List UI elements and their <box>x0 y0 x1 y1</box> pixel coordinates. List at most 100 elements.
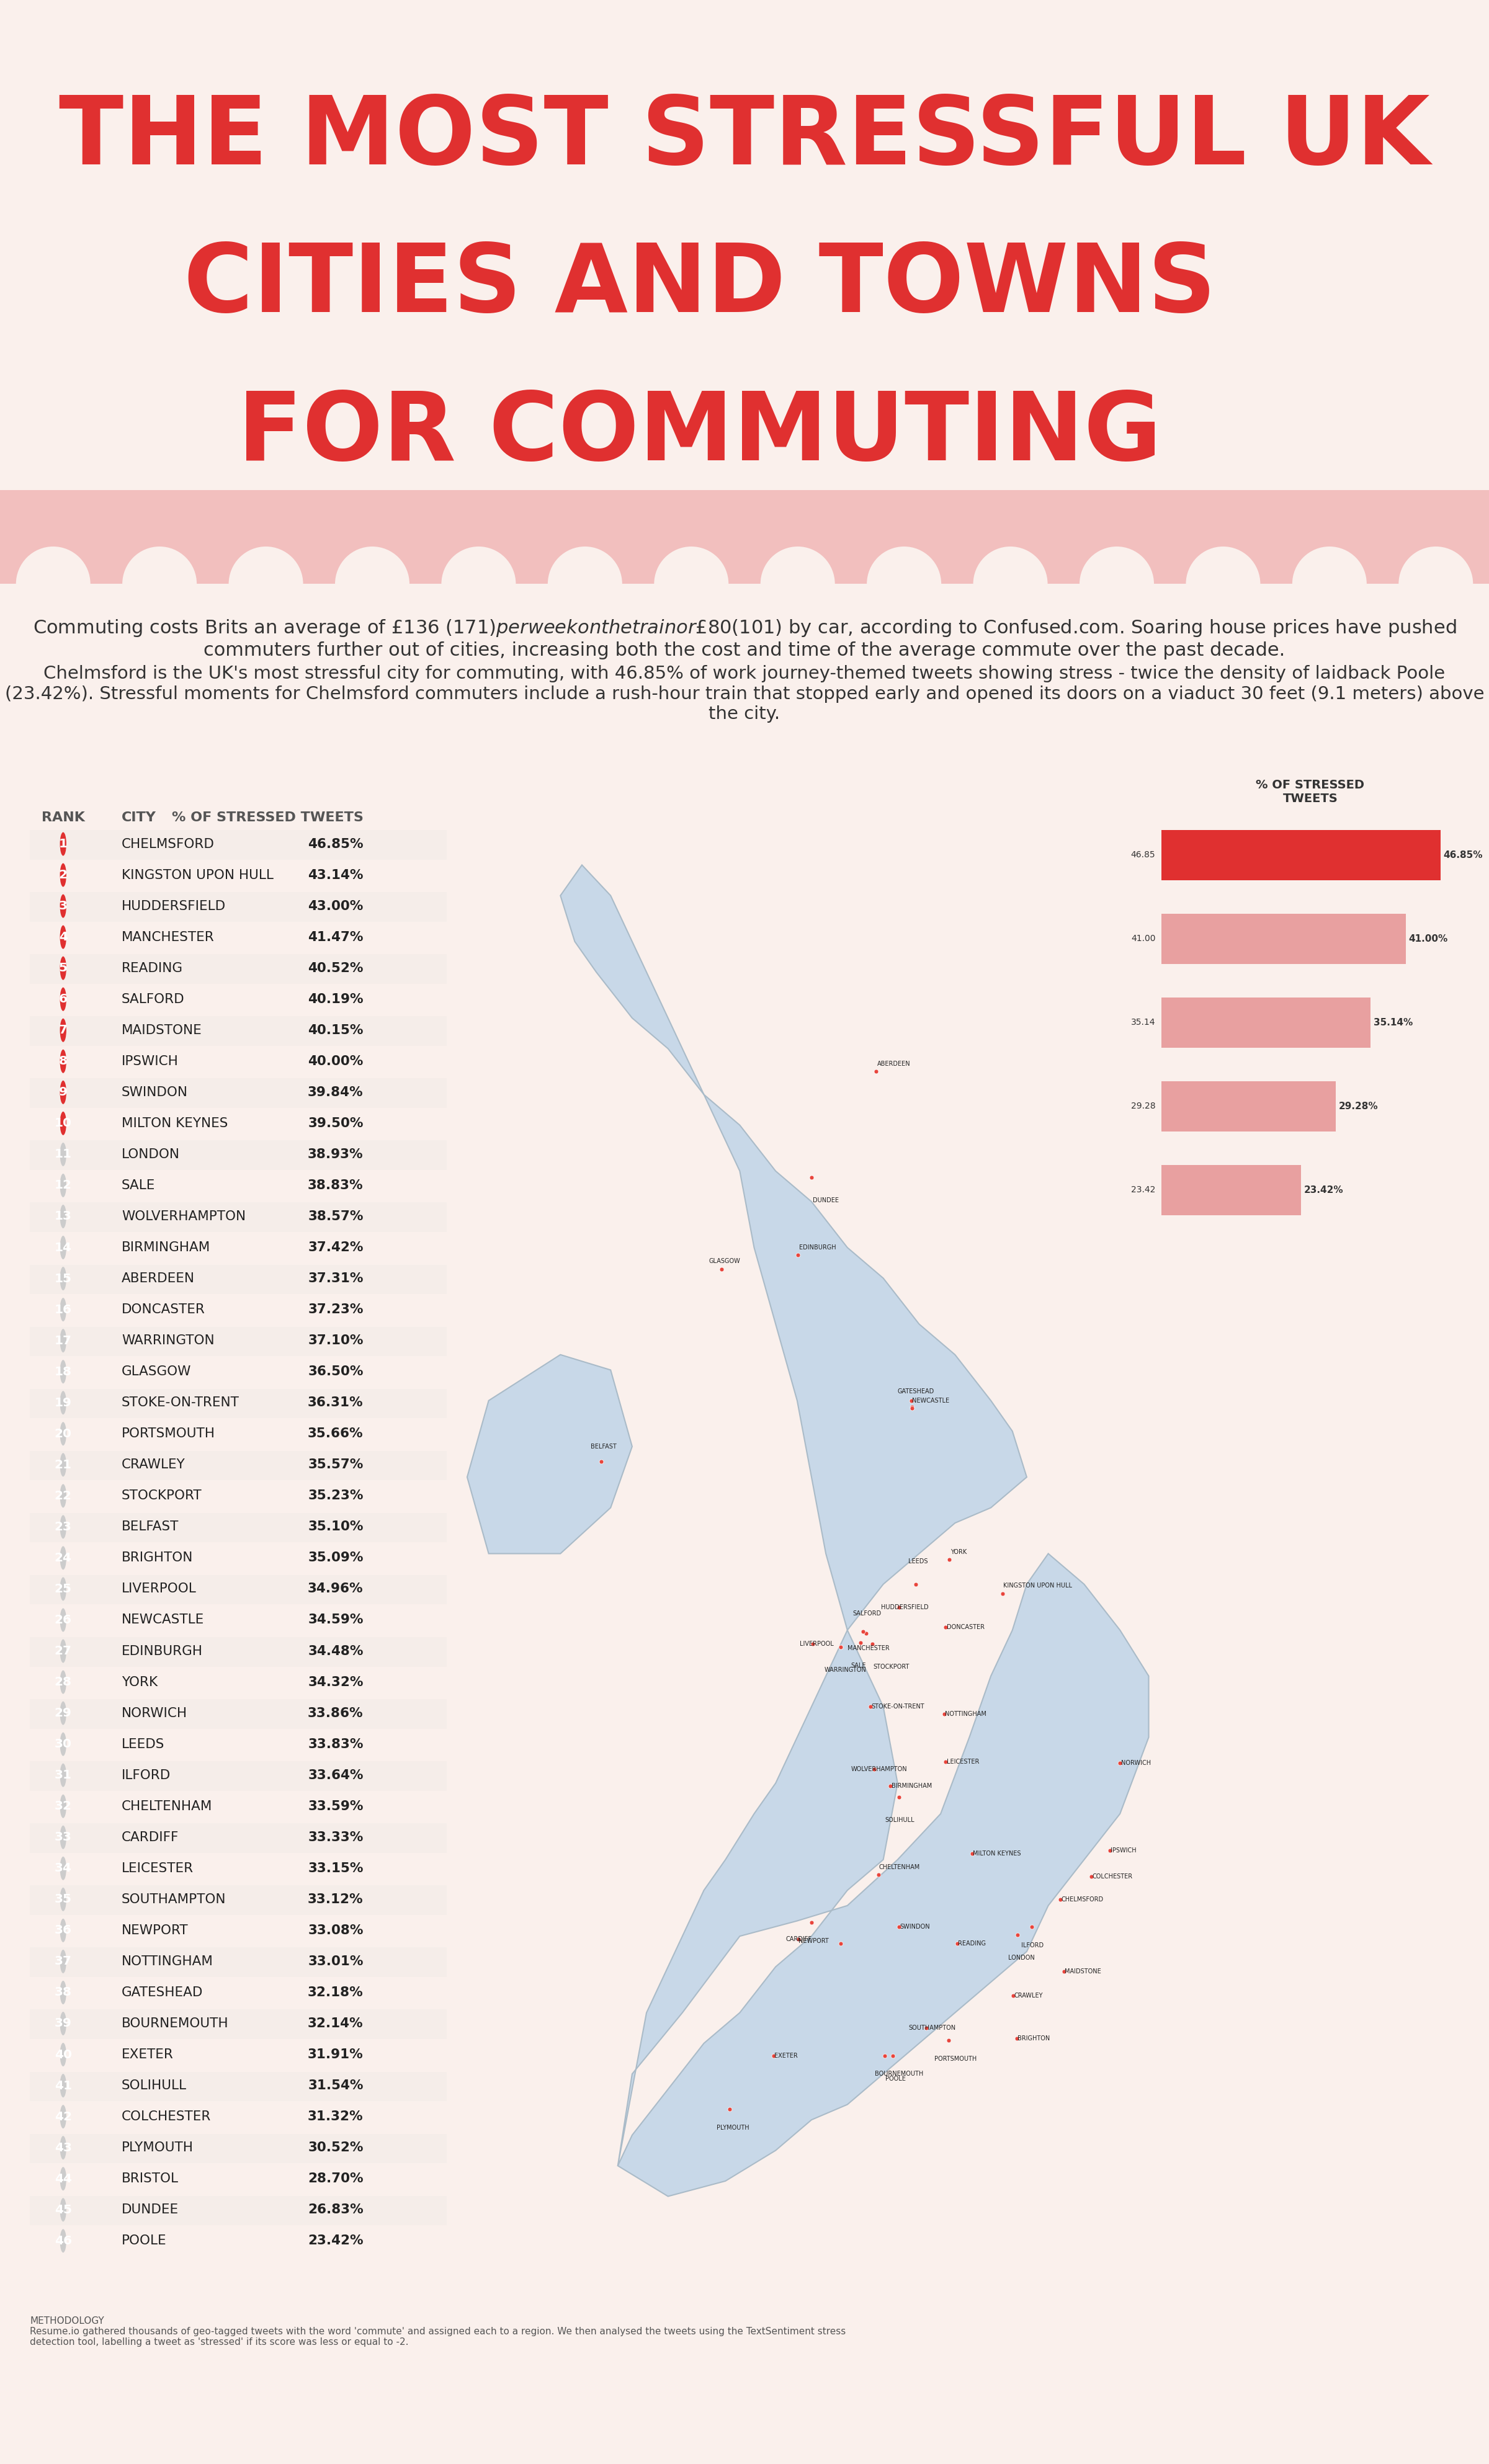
Text: STOCKPORT: STOCKPORT <box>874 1663 910 1671</box>
Text: 31.32%: 31.32% <box>308 2112 363 2124</box>
Text: ABERDEEN: ABERDEEN <box>877 1062 910 1067</box>
Ellipse shape <box>548 547 622 621</box>
Text: MILTON KEYNES: MILTON KEYNES <box>122 1116 228 1129</box>
Text: LEEDS: LEEDS <box>122 1737 165 1749</box>
Text: 41.00: 41.00 <box>1132 934 1155 944</box>
FancyBboxPatch shape <box>30 2011 447 2040</box>
Circle shape <box>60 1050 67 1074</box>
Circle shape <box>60 2075 67 2097</box>
Circle shape <box>60 1111 67 1136</box>
Text: MAIDSTONE: MAIDSTONE <box>122 1025 203 1037</box>
Text: 34.48%: 34.48% <box>308 1646 363 1658</box>
Text: METHODOLOGY
Resume.io gathered thousands of geo-tagged tweets with the word 'com: METHODOLOGY Resume.io gathered thousands… <box>30 2316 846 2348</box>
Text: BRIGHTON: BRIGHTON <box>1017 2035 1050 2043</box>
Text: 37.23%: 37.23% <box>308 1303 363 1316</box>
Text: PORTSMOUTH: PORTSMOUTH <box>122 1427 216 1439</box>
Text: THE MOST STRESSFUL UK: THE MOST STRESSFUL UK <box>60 91 1429 185</box>
Text: 35.57%: 35.57% <box>308 1459 363 1471</box>
FancyBboxPatch shape <box>30 1885 447 1915</box>
Text: NEWCASTLE: NEWCASTLE <box>122 1614 204 1626</box>
Text: BRISTOL: BRISTOL <box>122 2173 179 2186</box>
Text: 9: 9 <box>60 1087 67 1099</box>
Text: ILFORD: ILFORD <box>1021 1942 1044 1949</box>
Text: BIRMINGHAM: BIRMINGHAM <box>122 1242 210 1254</box>
Text: 30.52%: 30.52% <box>308 2141 363 2154</box>
Circle shape <box>60 1545 67 1570</box>
FancyBboxPatch shape <box>30 1390 447 1419</box>
Text: 41.00%: 41.00% <box>1409 934 1447 944</box>
Text: 34: 34 <box>55 1863 71 1875</box>
Ellipse shape <box>1080 547 1154 621</box>
Text: 11: 11 <box>55 1148 71 1161</box>
Circle shape <box>60 1483 67 1508</box>
Text: 26.83%: 26.83% <box>308 2203 363 2215</box>
Circle shape <box>60 1609 67 1631</box>
Text: 35: 35 <box>55 1892 71 1905</box>
FancyBboxPatch shape <box>30 1451 447 1481</box>
Circle shape <box>60 1639 67 1663</box>
Text: 32.14%: 32.14% <box>308 2018 363 2030</box>
Text: 33.59%: 33.59% <box>308 1801 363 1814</box>
Circle shape <box>60 1700 67 1725</box>
Ellipse shape <box>1292 547 1367 621</box>
Text: % OF STRESSED
TWEETS: % OF STRESSED TWEETS <box>1257 779 1364 806</box>
Text: Chelmsford is the UK's most stressful city for commuting, with 46.85% of work jo: Chelmsford is the UK's most stressful ci… <box>4 665 1485 722</box>
Text: CHELTENHAM: CHELTENHAM <box>122 1801 213 1814</box>
Text: STOKE-ON-TRENT: STOKE-ON-TRENT <box>871 1703 925 1710</box>
Text: 19: 19 <box>55 1397 71 1409</box>
Circle shape <box>60 1328 67 1353</box>
Text: 41: 41 <box>55 2080 71 2092</box>
Circle shape <box>60 1919 67 1942</box>
Circle shape <box>60 1237 67 1259</box>
Text: MAIDSTONE: MAIDSTONE <box>1065 1969 1102 1974</box>
Text: 20: 20 <box>55 1427 71 1439</box>
Text: COLCHESTER: COLCHESTER <box>122 2112 211 2124</box>
Text: POOLE: POOLE <box>886 2075 905 2082</box>
Text: 46.85: 46.85 <box>1130 850 1155 860</box>
Text: 35.14: 35.14 <box>1132 1018 1155 1027</box>
Text: 37.10%: 37.10% <box>308 1335 363 1348</box>
Polygon shape <box>468 1355 633 1555</box>
Text: 42: 42 <box>55 2112 71 2122</box>
Text: HUDDERSFIELD: HUDDERSFIELD <box>881 1604 929 1611</box>
Text: IPSWICH: IPSWICH <box>122 1055 179 1067</box>
Text: 35.23%: 35.23% <box>308 1491 363 1503</box>
Text: 33.86%: 33.86% <box>308 1708 363 1720</box>
Text: GLASGOW: GLASGOW <box>709 1259 740 1264</box>
FancyBboxPatch shape <box>30 1513 447 1542</box>
Text: 33.01%: 33.01% <box>308 1956 363 1969</box>
Text: % OF STRESSED TWEETS: % OF STRESSED TWEETS <box>171 811 363 823</box>
Text: 35.10%: 35.10% <box>308 1520 363 1533</box>
Circle shape <box>60 1949 67 1974</box>
Text: 36.50%: 36.50% <box>308 1365 363 1377</box>
Text: 26: 26 <box>55 1614 71 1626</box>
Text: 37: 37 <box>55 1956 71 1966</box>
Text: 46.85%: 46.85% <box>308 838 363 850</box>
FancyBboxPatch shape <box>30 1326 447 1355</box>
FancyBboxPatch shape <box>30 1015 447 1045</box>
Text: 31: 31 <box>55 1769 71 1781</box>
Text: 36: 36 <box>55 1924 71 1937</box>
Circle shape <box>60 1422 67 1446</box>
Text: 35.14%: 35.14% <box>1374 1018 1413 1027</box>
Text: KINGSTON UPON HULL: KINGSTON UPON HULL <box>1004 1582 1072 1589</box>
Text: SWINDON: SWINDON <box>899 1924 931 1929</box>
Text: 28.70%: 28.70% <box>308 2173 363 2186</box>
FancyBboxPatch shape <box>30 1574 447 1604</box>
Ellipse shape <box>867 547 941 621</box>
Circle shape <box>60 2166 67 2190</box>
Circle shape <box>60 2011 67 2035</box>
Circle shape <box>60 862 67 887</box>
Text: 29.28: 29.28 <box>1130 1101 1155 1111</box>
Text: CHELTENHAM: CHELTENHAM <box>879 1865 920 1870</box>
Text: 29.28%: 29.28% <box>1339 1101 1379 1111</box>
Text: 32: 32 <box>55 1801 71 1811</box>
Text: PLYMOUTH: PLYMOUTH <box>122 2141 194 2154</box>
Ellipse shape <box>441 547 515 621</box>
Text: READING: READING <box>957 1942 986 1947</box>
Text: IPSWICH: IPSWICH <box>1111 1848 1136 1853</box>
FancyBboxPatch shape <box>30 1823 447 1853</box>
Text: NOTTINGHAM: NOTTINGHAM <box>122 1956 213 1969</box>
Circle shape <box>60 1794 67 1818</box>
Text: NEWCASTLE: NEWCASTLE <box>913 1397 950 1404</box>
